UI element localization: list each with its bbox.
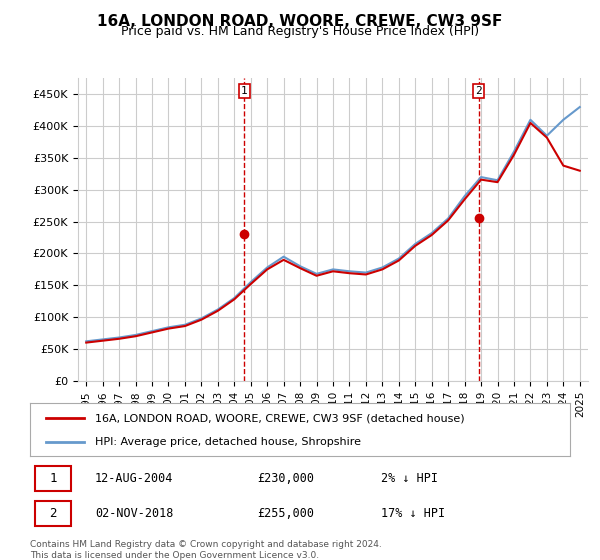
Text: Contains HM Land Registry data © Crown copyright and database right 2024.
This d: Contains HM Land Registry data © Crown c…: [30, 540, 382, 560]
Text: 16A, LONDON ROAD, WOORE, CREWE, CW3 9SF: 16A, LONDON ROAD, WOORE, CREWE, CW3 9SF: [97, 14, 503, 29]
Text: 2% ↓ HPI: 2% ↓ HPI: [381, 472, 438, 486]
Text: Price paid vs. HM Land Registry's House Price Index (HPI): Price paid vs. HM Land Registry's House …: [121, 25, 479, 38]
Text: £230,000: £230,000: [257, 472, 314, 486]
Text: 12-AUG-2004: 12-AUG-2004: [95, 472, 173, 486]
Text: 1: 1: [49, 472, 57, 486]
Text: HPI: Average price, detached house, Shropshire: HPI: Average price, detached house, Shro…: [95, 436, 361, 446]
Text: 1: 1: [241, 86, 248, 96]
Text: 2: 2: [475, 86, 482, 96]
Text: 2: 2: [49, 507, 57, 520]
FancyBboxPatch shape: [35, 501, 71, 526]
Text: 16A, LONDON ROAD, WOORE, CREWE, CW3 9SF (detached house): 16A, LONDON ROAD, WOORE, CREWE, CW3 9SF …: [95, 413, 464, 423]
FancyBboxPatch shape: [35, 466, 71, 492]
Text: 17% ↓ HPI: 17% ↓ HPI: [381, 507, 445, 520]
Text: 02-NOV-2018: 02-NOV-2018: [95, 507, 173, 520]
Text: £255,000: £255,000: [257, 507, 314, 520]
